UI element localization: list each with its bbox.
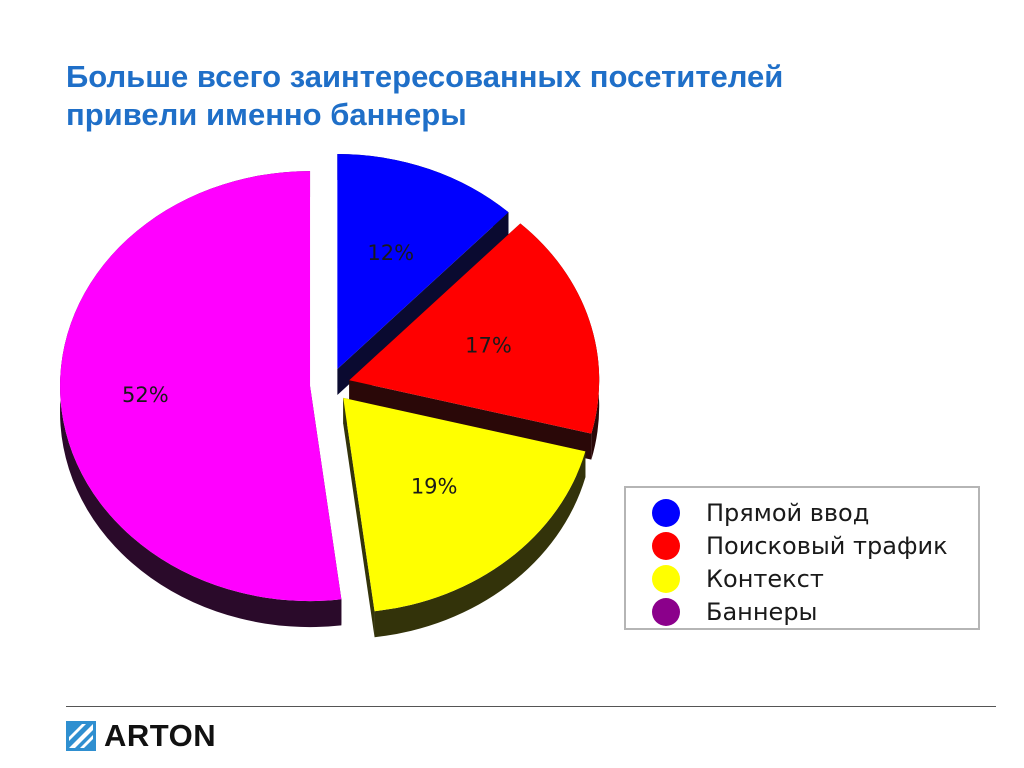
pie-slices: [60, 154, 600, 612]
legend-swatch-context: [652, 564, 680, 593]
pie-slice-search: [349, 223, 600, 434]
legend-label-banners: Баннеры: [706, 597, 818, 626]
slide-title-line-1: Больше всего заинтересованных посетителе…: [66, 59, 784, 94]
pie-label-context: 19%: [411, 475, 458, 499]
legend-label-search: Поисковый трафик: [706, 531, 948, 560]
pie-slice-banners: [60, 171, 342, 602]
logo-text: ARTON: [104, 718, 217, 753]
footer-divider: [66, 706, 996, 707]
pie-label-banners: 52%: [122, 383, 169, 407]
legend-label-context: Контекст: [706, 564, 824, 593]
slide-title-line-2: привели именно баннеры: [66, 97, 467, 132]
pie-label-search: 17%: [465, 333, 512, 357]
pie-side-context: [374, 451, 586, 638]
pie-labels: 12% 17% 19% 52%: [122, 241, 512, 499]
legend-swatch-direct: [652, 498, 680, 527]
pie-cut-face-end-context: [343, 397, 375, 638]
footer-logo: ARTON: [66, 718, 216, 754]
legend-item-direct: Прямой ввод: [652, 496, 978, 529]
legend-item-context: Контекст: [652, 562, 978, 595]
pie-label-direct: 12%: [367, 241, 414, 265]
pie-slice-context: [343, 397, 586, 612]
pie-slice-direct: [337, 154, 509, 370]
legend-label-direct: Прямой ввод: [706, 498, 870, 527]
legend-item-banners: Баннеры: [652, 595, 978, 628]
legend-item-search: Поисковый трафик: [652, 529, 978, 562]
arton-logo-icon: [66, 721, 96, 751]
legend-swatch-banners: [652, 597, 680, 626]
slide-title: Больше всего заинтересованных посетителе…: [66, 58, 966, 134]
legend-swatch-search: [652, 531, 680, 560]
chart-legend: Прямой ввод Поисковый трафик Контекст Ба…: [624, 486, 980, 630]
pie-cut-face-end-direct: [337, 212, 509, 396]
